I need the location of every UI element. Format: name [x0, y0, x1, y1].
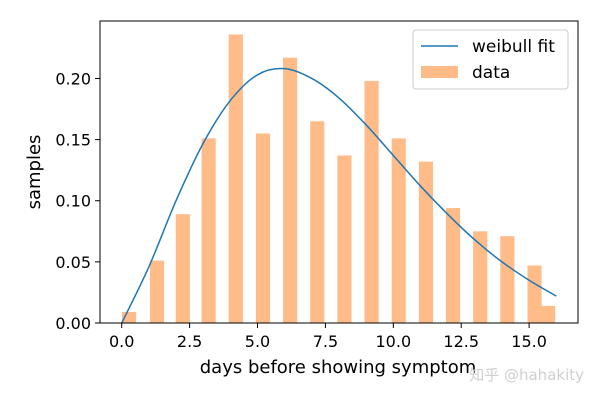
- bar-4: [228, 34, 243, 323]
- bar-1: [149, 260, 165, 323]
- legend-label-weibull-fit: weibull fit: [472, 37, 555, 57]
- bar-16: [541, 305, 556, 323]
- y-axis-label: samples: [24, 135, 45, 210]
- y-axis: 0.00 0.05 0.10 0.15 0.20: [55, 69, 100, 333]
- bar-3: [201, 138, 216, 323]
- x-tick-label: 10.0: [376, 332, 412, 351]
- legend: weibull fit data: [412, 29, 569, 90]
- fit-line-group: [121, 67, 557, 324]
- bar-0: [122, 312, 137, 323]
- bar-15: [527, 265, 542, 323]
- watermark: 知乎 @hahakity: [469, 366, 584, 384]
- x-axis: 0.0 2.5 5.0 7.5 10.0 12.5 15.0: [109, 323, 547, 351]
- bar-11: [418, 161, 433, 323]
- bar-6: [283, 57, 298, 324]
- x-tick-label: 2.5: [177, 332, 202, 351]
- x-tick-label: 5.0: [245, 332, 270, 351]
- legend-label-data: data: [472, 63, 510, 83]
- bar-14: [500, 236, 515, 323]
- x-tick-label: 7.5: [313, 332, 338, 351]
- bar-13: [473, 231, 488, 323]
- x-tick-label: 12.5: [443, 332, 479, 351]
- plot-frame: [99, 20, 579, 324]
- bar-8: [337, 155, 352, 323]
- y-tick-label: 0.10: [55, 192, 91, 211]
- bars-group: [122, 34, 556, 324]
- weibull-fit-line: [121, 67, 557, 324]
- bar-9: [364, 80, 379, 323]
- x-tick-label: 0.0: [109, 332, 134, 351]
- bar-2: [175, 214, 190, 323]
- x-axis-label: days before showing symptom: [200, 357, 477, 378]
- legend-bar-swatch: [421, 66, 458, 78]
- bar-5: [255, 133, 271, 323]
- bar-7: [310, 121, 325, 323]
- y-tick-label: 0.20: [55, 69, 91, 88]
- y-tick-label: 0.00: [55, 314, 91, 333]
- bar-10: [391, 138, 406, 323]
- bar-12: [446, 208, 461, 323]
- y-tick-label: 0.05: [55, 253, 91, 272]
- x-tick-label: 15.0: [511, 332, 547, 351]
- y-tick-label: 0.15: [55, 131, 91, 150]
